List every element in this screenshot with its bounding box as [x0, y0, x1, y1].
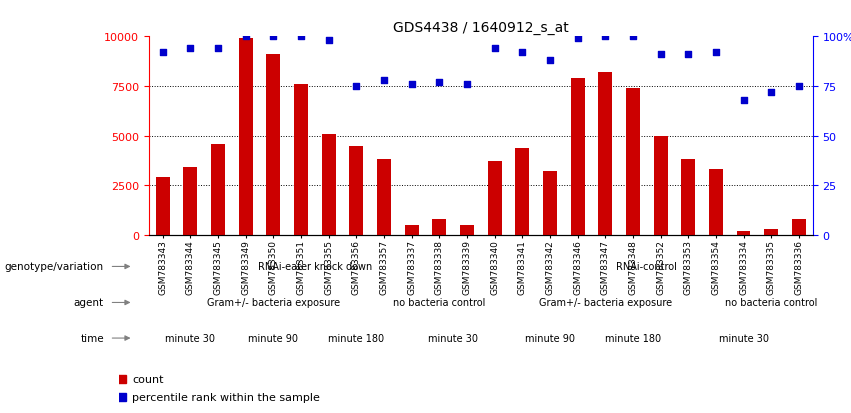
Bar	[405, 225, 419, 235]
Text: agent: agent	[74, 298, 104, 308]
Text: minute 180: minute 180	[605, 333, 661, 343]
Bar	[709, 170, 722, 235]
Point	[488, 46, 501, 52]
Bar	[598, 73, 612, 235]
Bar	[764, 230, 778, 235]
Bar	[682, 160, 695, 235]
Point	[764, 89, 778, 96]
Bar	[377, 160, 391, 235]
Bar	[626, 89, 640, 235]
Point	[184, 46, 197, 52]
Point	[405, 81, 419, 88]
Bar	[211, 144, 225, 235]
Title: GDS4438 / 1640912_s_at: GDS4438 / 1640912_s_at	[393, 21, 568, 35]
Point	[294, 34, 308, 40]
Bar	[266, 55, 280, 235]
Point	[432, 79, 446, 86]
Bar	[737, 231, 751, 235]
Bar	[543, 172, 557, 235]
Point	[571, 36, 585, 43]
Point	[377, 78, 391, 84]
Bar	[488, 162, 501, 235]
Text: Gram+/- bacteria exposure: Gram+/- bacteria exposure	[207, 298, 340, 308]
Point	[543, 58, 557, 64]
Point	[266, 34, 280, 40]
Text: minute 180: minute 180	[328, 333, 385, 343]
Point	[654, 52, 667, 58]
Bar	[350, 146, 363, 235]
Text: RNAi-control: RNAi-control	[616, 262, 677, 272]
Point	[626, 34, 640, 40]
Bar	[516, 148, 529, 235]
Bar	[654, 136, 667, 235]
Text: count: count	[132, 374, 163, 384]
Text: no bacteria control: no bacteria control	[393, 298, 486, 308]
Point	[682, 52, 695, 58]
Text: minute 30: minute 30	[428, 333, 478, 343]
Point	[792, 83, 806, 90]
Point	[322, 38, 335, 45]
Bar	[184, 168, 197, 235]
Bar	[571, 79, 585, 235]
Point	[211, 46, 225, 52]
Bar	[322, 134, 335, 235]
Text: time: time	[80, 333, 104, 343]
Bar	[460, 225, 474, 235]
Bar	[432, 220, 446, 235]
Bar	[239, 39, 253, 235]
Text: Gram+/- bacteria exposure: Gram+/- bacteria exposure	[539, 298, 671, 308]
Text: minute 90: minute 90	[248, 333, 299, 343]
Point	[156, 50, 169, 56]
Point	[598, 34, 612, 40]
Bar	[294, 85, 308, 235]
Bar	[156, 178, 169, 235]
Point	[516, 50, 529, 56]
Text: no bacteria control: no bacteria control	[725, 298, 818, 308]
Text: minute 30: minute 30	[718, 333, 768, 343]
Point	[737, 97, 751, 104]
Point	[460, 81, 474, 88]
Text: minute 90: minute 90	[525, 333, 575, 343]
Bar	[792, 220, 806, 235]
Text: percentile rank within the sample: percentile rank within the sample	[132, 392, 320, 402]
Point	[709, 50, 722, 56]
Point	[350, 83, 363, 90]
Text: minute 30: minute 30	[165, 333, 215, 343]
Text: genotype/variation: genotype/variation	[5, 262, 104, 272]
Text: RNAi-eater knock down: RNAi-eater knock down	[258, 262, 372, 272]
Point	[239, 34, 253, 40]
